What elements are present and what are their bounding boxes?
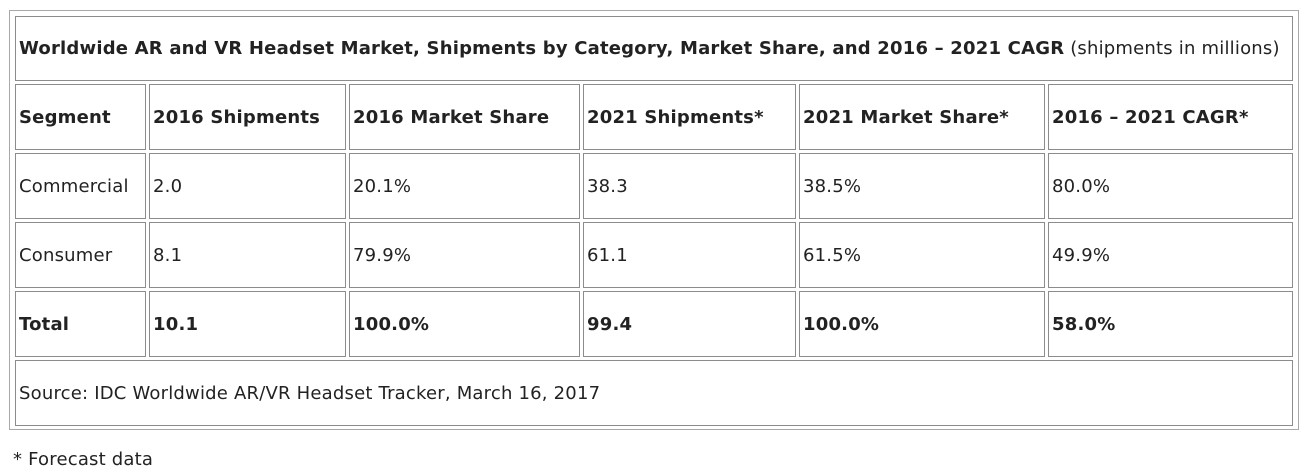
cell-2021-shipments: 61.1	[583, 222, 796, 288]
total-label: Total	[15, 291, 146, 357]
header-2021-shipments: 2021 Shipments*	[583, 84, 796, 150]
cell-2016-market-share: 20.1%	[349, 153, 580, 219]
header-2016-shipments: 2016 Shipments	[149, 84, 346, 150]
table-row: Consumer 8.1 79.9% 61.1 61.5% 49.9%	[15, 222, 1294, 288]
source-note: Source: IDC Worldwide AR/VR Headset Trac…	[15, 360, 1294, 426]
cell-2021-market-share: 61.5%	[799, 222, 1045, 288]
table-title: Worldwide AR and VR Headset Market, Ship…	[19, 38, 1065, 59]
table-row: Commercial 2.0 20.1% 38.3 38.5% 80.0%	[15, 153, 1294, 219]
total-2016-market-share: 100.0%	[349, 291, 580, 357]
market-table-frame: Worldwide AR and VR Headset Market, Ship…	[9, 10, 1299, 430]
total-2021-shipments: 99.4	[583, 291, 796, 357]
cell-2021-shipments: 38.3	[583, 153, 796, 219]
header-cagr: 2016 – 2021 CAGR*	[1048, 84, 1294, 150]
total-2016-shipments: 10.1	[149, 291, 346, 357]
header-2021-market-share: 2021 Market Share*	[799, 84, 1045, 150]
cell-2016-market-share: 79.9%	[349, 222, 580, 288]
cell-cagr: 80.0%	[1048, 153, 1294, 219]
cell-cagr: 49.9%	[1048, 222, 1294, 288]
cell-segment: Commercial	[15, 153, 146, 219]
cell-segment: Consumer	[15, 222, 146, 288]
cell-2021-market-share: 38.5%	[799, 153, 1045, 219]
table-title-cell: Worldwide AR and VR Headset Market, Ship…	[15, 16, 1294, 81]
market-table: Worldwide AR and VR Headset Market, Ship…	[12, 13, 1296, 429]
forecast-footnote: * Forecast data	[13, 449, 154, 470]
total-row: Total 10.1 100.0% 99.4 100.0% 58.0%	[15, 291, 1294, 357]
total-2021-market-share: 100.0%	[799, 291, 1045, 357]
table-title-note: (shipments in millions)	[1070, 38, 1280, 59]
cell-2016-shipments: 8.1	[149, 222, 346, 288]
header-2016-market-share: 2016 Market Share	[349, 84, 580, 150]
total-cagr: 58.0%	[1048, 291, 1294, 357]
cell-2016-shipments: 2.0	[149, 153, 346, 219]
table-title-row: Worldwide AR and VR Headset Market, Ship…	[15, 16, 1294, 81]
source-row: Source: IDC Worldwide AR/VR Headset Trac…	[15, 360, 1294, 426]
header-row: Segment 2016 Shipments 2016 Market Share…	[15, 84, 1294, 150]
header-segment: Segment	[15, 84, 146, 150]
